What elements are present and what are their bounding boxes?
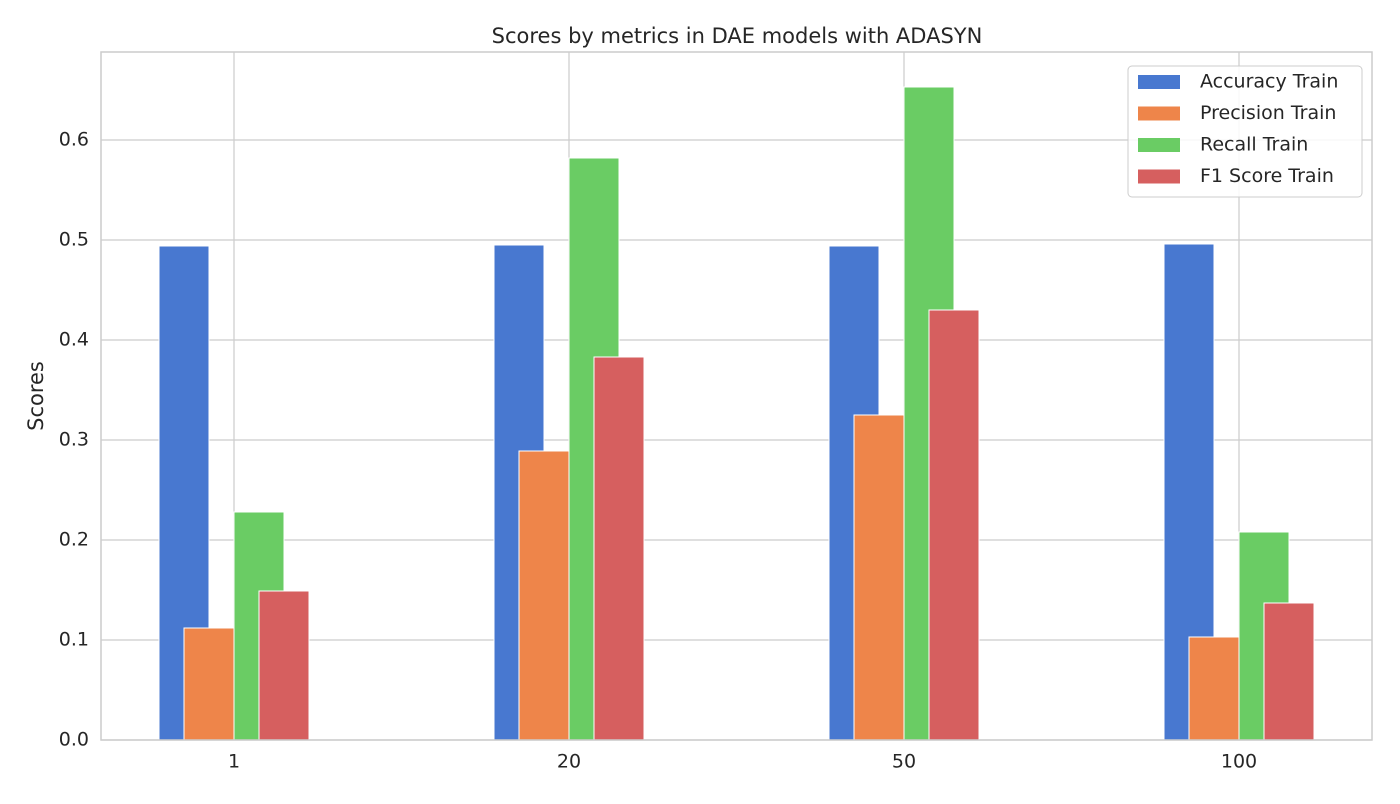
x-tick-label: 1	[228, 751, 240, 773]
legend-swatch	[1138, 75, 1180, 89]
y-tick-label: 0.5	[59, 229, 89, 251]
legend-swatch	[1138, 169, 1180, 184]
y-tick-label: 0.3	[59, 429, 89, 451]
x-tick-label: 100	[1221, 751, 1257, 773]
legend-label: Precision Train	[1200, 102, 1336, 124]
x-tick-label: 50	[892, 751, 916, 773]
y-tick-label: 0.4	[59, 329, 89, 351]
y-tick-label: 0.6	[59, 129, 89, 151]
y-tick-label: 0.1	[59, 629, 89, 651]
bar	[183, 627, 235, 741]
legend-swatch	[1138, 106, 1180, 121]
legend-box	[1127, 65, 1363, 198]
y-tick-label: 0.0	[59, 729, 89, 751]
bar	[518, 450, 570, 741]
legend-label: Accuracy Train	[1200, 71, 1338, 93]
plot-frame	[100, 51, 1373, 741]
chart-title: Scores by metrics in DAE models with ADA…	[492, 24, 983, 48]
bar	[928, 309, 980, 741]
y-axis-label: Scores	[24, 361, 48, 431]
bar	[1263, 602, 1315, 741]
legend: Accuracy Train Precision Train Recall Trai…	[1127, 65, 1363, 198]
bar	[258, 590, 310, 741]
x-tick-label: 20	[557, 751, 581, 773]
bar	[853, 414, 905, 741]
bar	[593, 356, 645, 741]
legend-label: Recall Train	[1200, 134, 1308, 156]
legend-label: F1 Score Train	[1200, 165, 1334, 187]
bar	[1188, 636, 1240, 741]
y-tick-label: 0.2	[59, 529, 89, 551]
legend-swatch	[1138, 138, 1180, 152]
